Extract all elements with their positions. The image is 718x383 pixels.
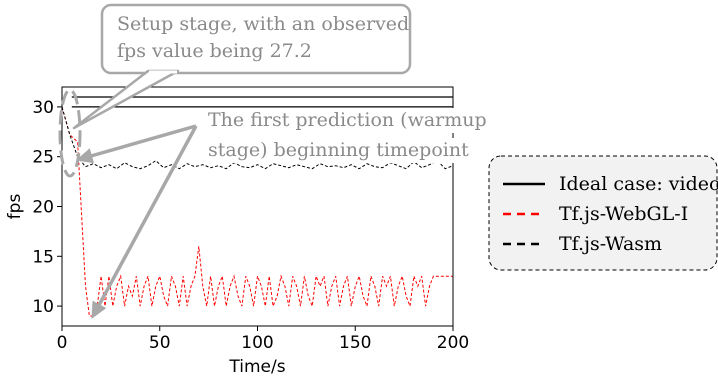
- legend: Ideal case: video Tf.js-WebGL-I Tf.js-Wasm: [488, 155, 718, 271]
- warmup-text-backdrop: [206, 108, 458, 133]
- legend-label: Tf.js-WebGL-I: [559, 203, 688, 225]
- warmup-arrow-lower-head: [91, 300, 107, 320]
- x-tick-label: 100: [241, 333, 273, 353]
- x-tick-label: 0: [57, 333, 68, 353]
- legend-label: Tf.js-Wasm: [559, 233, 662, 255]
- x-tick-label: 200: [437, 333, 469, 353]
- warmup-annotation-line: The first prediction (warmup: [208, 109, 487, 131]
- x-tick-label: 150: [339, 333, 371, 353]
- warmup-text-backdrop: [206, 138, 458, 163]
- setup-callout-line: Setup stage, with an observed: [117, 13, 409, 35]
- legend-label: Ideal case: video: [559, 173, 718, 195]
- y-tick-label: 15: [32, 247, 54, 267]
- series-line-3: [61, 106, 454, 170]
- y-tick-label: 30: [32, 98, 54, 118]
- x-tick-label: 50: [149, 333, 171, 353]
- y-tick-label: 20: [32, 198, 54, 218]
- warmup-annotation-line: stage) beginning timepoint: [208, 139, 469, 161]
- setup-callout-line: fps value being 27.2: [117, 40, 312, 62]
- series-line-2: [61, 106, 453, 317]
- warmup-arrow-upper-shaft: [90, 124, 197, 158]
- axes: 0 50 100 150 200 10 15 20 25 30 Time/s fps: [5, 86, 469, 377]
- y-tick-label: 25: [32, 148, 54, 168]
- annotations: Setup stage, with an observed fps value b…: [58, 3, 487, 320]
- setup-stage-ellipse: [58, 88, 82, 178]
- series-lines: [61, 96, 454, 317]
- setup-callout-box: [100, 3, 412, 75]
- y-axis-label: fps: [5, 194, 25, 220]
- warmup-arrow-lower-shaft: [97, 125, 198, 306]
- warmup-arrow-upper-head: [75, 148, 95, 164]
- legend-box: [488, 155, 718, 271]
- x-axis-label: Time/s: [228, 357, 285, 377]
- y-tick-label: 10: [32, 297, 54, 317]
